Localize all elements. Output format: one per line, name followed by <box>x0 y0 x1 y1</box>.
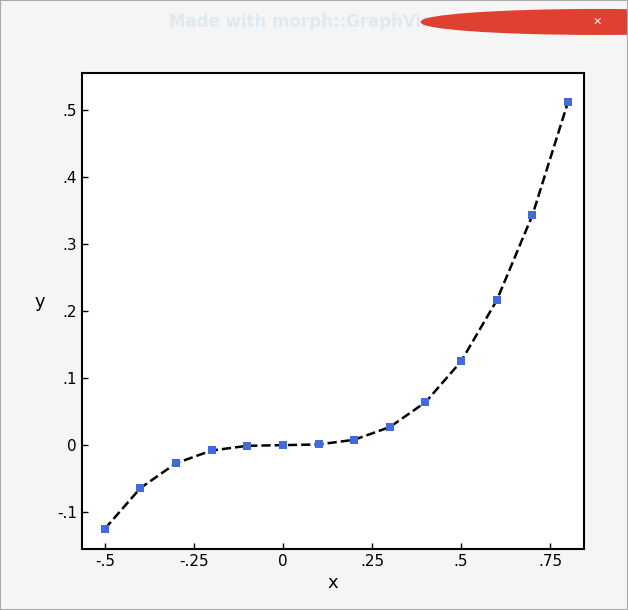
Bar <box>549 11 571 33</box>
Text: Made with morph::GraphVisual: Made with morph::GraphVisual <box>169 13 459 31</box>
Circle shape <box>421 10 628 34</box>
Y-axis label: y: y <box>35 293 45 311</box>
X-axis label: x: x <box>328 575 338 592</box>
Text: ✕: ✕ <box>593 17 602 27</box>
Text: ─: ─ <box>521 15 528 29</box>
